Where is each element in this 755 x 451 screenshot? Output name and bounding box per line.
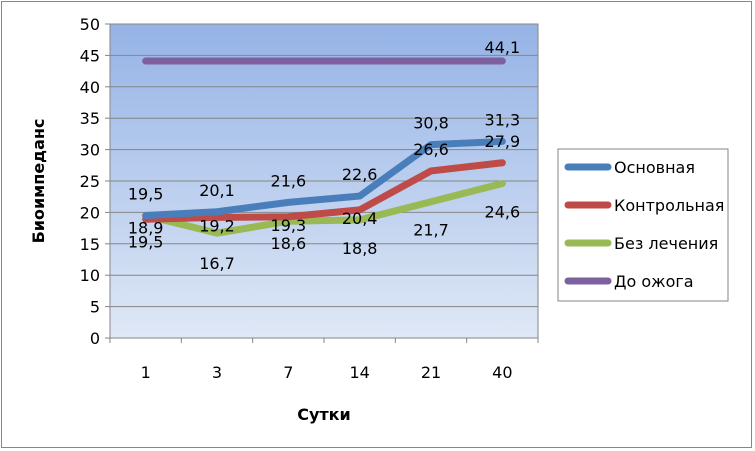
series-line-1	[142, 159, 506, 223]
legend-label: Основная	[614, 158, 695, 177]
x-tick-label: 3	[212, 363, 222, 382]
data-label: 22,6	[342, 165, 378, 184]
data-label: 21,6	[271, 171, 307, 190]
y-tick-label: 35	[80, 109, 100, 128]
data-label: 18,6	[271, 234, 307, 253]
legend: Основная Контрольная Без лечения До ожога	[557, 148, 729, 302]
series-lines	[142, 57, 506, 237]
data-label: 18,8	[342, 239, 378, 258]
data-label: 20,1	[199, 181, 235, 200]
data-label: 18,9	[128, 218, 164, 237]
data-label: 30,8	[413, 114, 449, 133]
data-label: 31,3	[485, 110, 521, 129]
x-axis-ticks: 1 3 7 14 21 40	[109, 338, 539, 382]
x-tick-label: 1	[141, 363, 151, 382]
data-label: 19,5	[128, 233, 164, 252]
data-label: 20,4	[342, 209, 378, 228]
legend-label: До ожога	[614, 272, 694, 291]
y-tick-label: 15	[80, 235, 100, 254]
data-label: 26,6	[413, 140, 449, 159]
data-labels: 19,5 20,1 21,6 22,6 30,8 31,3 18,9 19,2 19,3 20,4…	[128, 38, 520, 273]
x-tick-label: 7	[283, 363, 293, 382]
y-tick-label: 40	[80, 78, 100, 97]
data-label: 21,7	[413, 221, 449, 240]
y-axis-ticks: 0 5 10 15 20 25 30 35 40 45 50	[80, 15, 110, 348]
data-label: 27,9	[485, 132, 521, 151]
series-line-0	[142, 137, 506, 220]
data-label: 16,7	[199, 254, 235, 273]
data-label: 19,3	[271, 216, 307, 235]
data-label: 44,1	[485, 38, 521, 57]
x-tick-label: 14	[349, 363, 369, 382]
y-tick-label: 25	[80, 172, 100, 191]
y-tick-label: 10	[80, 266, 100, 285]
x-tick-label: 21	[421, 363, 441, 382]
gridlines	[110, 23, 538, 308]
y-axis-title: Биоимпеданс	[29, 119, 48, 244]
x-tick-label: 40	[492, 363, 512, 382]
data-label: 19,2	[199, 216, 235, 235]
y-tick-label: 50	[80, 15, 100, 34]
y-tick-label: 0	[90, 329, 100, 348]
y-tick-label: 30	[80, 141, 100, 160]
legend-box	[557, 148, 729, 302]
y-tick-label: 45	[80, 46, 100, 65]
data-label: 19,5	[128, 185, 164, 204]
series-line-2	[142, 180, 506, 237]
legend-label: Контрольная	[614, 196, 724, 215]
x-axis-title: Сутки	[297, 405, 351, 424]
legend-label: Без лечения	[614, 234, 718, 253]
y-tick-label: 5	[90, 298, 100, 317]
data-label: 24,6	[485, 203, 521, 222]
y-tick-label: 20	[80, 203, 100, 222]
